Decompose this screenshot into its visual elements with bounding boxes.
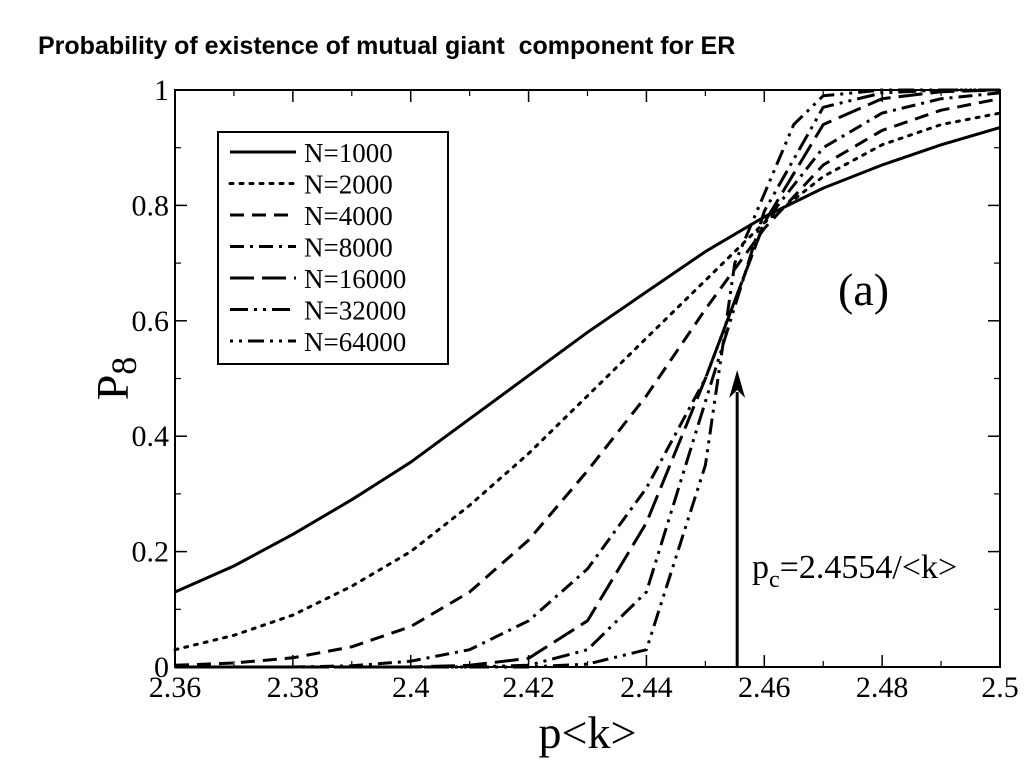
legend-label: N=8000: [304, 233, 393, 263]
plot-frame: [174, 89, 1001, 668]
legend-label: N=16000: [304, 264, 406, 294]
x-tick-label: 2.42: [502, 671, 555, 704]
y-tick-label: 0.6: [132, 305, 170, 338]
y-tick-label: 0: [154, 651, 169, 684]
legend-label: N=4000: [304, 201, 393, 231]
critical-point-label-rest: =2.4554/<k>: [780, 549, 957, 586]
y-tick-label: 0.2: [132, 536, 170, 569]
tick-labels: 2.36 2.38 2.4 2.42 2.44 2.46 2.48 2.5 0 0.2 0.4 0.6…: [132, 74, 1019, 704]
legend: N=1000N=2000N=4000N=8000N=16000N=32000N=…: [217, 131, 449, 365]
y-tick-label: 0.8: [132, 189, 170, 222]
series-line-n-4000: [174, 97, 1001, 667]
x-tick-label: 2.44: [620, 671, 673, 704]
critical-point-annotation: pc=2.4554/<k>: [729, 370, 957, 667]
critical-point-label: pc=2.4554/<k>: [752, 549, 957, 593]
panel-label: (a): [838, 264, 889, 315]
x-tick-label: 2.36: [149, 671, 202, 704]
x-tick-label: 2.48: [856, 671, 909, 704]
y-tick-label: 1: [154, 74, 169, 107]
x-tick-label: 2.38: [267, 671, 320, 704]
legend-label: N=2000: [304, 170, 393, 200]
x-tick-label: 2.46: [738, 671, 791, 704]
x-axis-label: p<k>: [539, 707, 637, 758]
legend-label: N=64000: [304, 327, 406, 357]
critical-point-label-subscript: c: [769, 567, 780, 593]
series-line-n-32000: [175, 88, 1000, 669]
y-axis-label-subscript: 8: [104, 357, 144, 375]
legend-box: [217, 131, 449, 365]
y-axis-label-main: P: [87, 375, 138, 401]
x-tick-label: 2.4: [392, 671, 430, 704]
y-tick-label: 0.4: [132, 420, 170, 453]
legend-label: N=1000: [304, 138, 393, 168]
series-line-n-8000: [175, 91, 1001, 669]
chart-title: Probability of existence of mutual giant…: [38, 32, 736, 60]
y-axis-label: P8: [87, 357, 144, 401]
legend-label: N=32000: [304, 296, 406, 326]
series-line-n-1000: [174, 126, 1001, 594]
x-tick-label: 2.5: [981, 671, 1019, 704]
critical-point-label-main: p: [752, 549, 769, 586]
series-line-n-2000: [173, 111, 1002, 652]
arrowhead-icon: [729, 370, 746, 398]
